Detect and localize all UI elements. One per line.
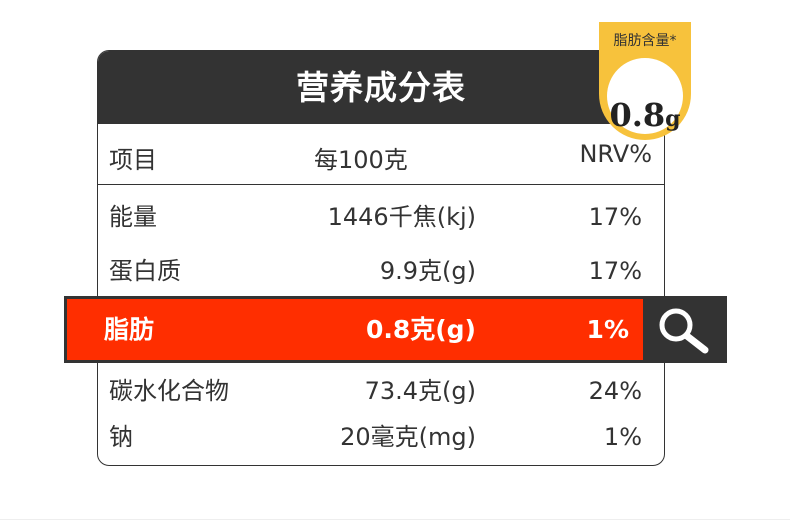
row-item: 脂肪 [104,315,155,344]
badge-label: 脂肪含量* [613,33,677,49]
row-item: 钠 [109,423,133,451]
row-nrv: 1% [586,315,629,344]
divider [0,519,790,520]
nutrition-table: 营养成分表 项目 每100克 NRV% 能量 1446千焦(kj) 17% 蛋白… [97,50,665,466]
badge-unit: g [665,106,681,132]
badge-shape [599,22,691,140]
table-row: 蛋白质 9.9克(g) 17% [98,251,664,291]
highlighted-row-fat: 脂肪 0.8克(g) 1% [64,296,727,363]
table-row: 碳水化合物 73.4克(g) 24% [98,371,664,411]
row-nrv: 17% [588,203,642,231]
row-value: 1446千焦(kj) [327,203,476,231]
row-value: 9.9克(g) [379,257,476,285]
table-row: 能量 1446千焦(kj) 17% [98,197,664,237]
column-header-item: 项目 [109,146,157,174]
row-item: 碳水化合物 [109,377,229,405]
row-value: 20毫克(mg) [340,423,476,451]
column-header-row: 项目 每100克 NRV% [98,124,664,185]
row-item: 蛋白质 [109,257,181,285]
magnifier-icon [659,308,709,354]
badge-number: 0.8 [609,96,666,134]
row-nrv: 17% [588,257,642,285]
row-value: 0.8克(g) [365,315,476,344]
row-nrv: 24% [588,377,642,405]
row-item: 能量 [109,203,157,231]
highlight-bar: 脂肪 0.8克(g) 1% [67,299,643,360]
badge-value: 0.8g [599,96,691,134]
table-row: 钠 20毫克(mg) 1% [98,417,664,457]
table-title: 营养成分表 [98,51,664,124]
row-value: 73.4克(g) [364,377,476,405]
column-header-nrv: NRV% [579,140,652,168]
column-header-per100g: 每100克 [314,146,408,174]
row-nrv: 1% [603,423,642,451]
fat-content-badge: 脂肪含量* 0.8g [599,22,691,140]
